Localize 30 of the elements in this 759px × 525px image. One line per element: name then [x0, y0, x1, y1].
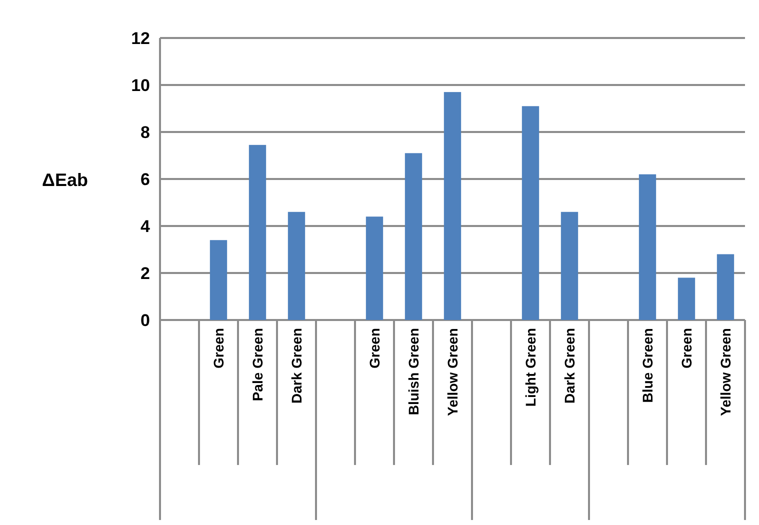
x-tick-label: Dark Green — [288, 328, 304, 404]
x-tick-label: Green — [210, 328, 226, 368]
y-tick-label: 0 — [140, 310, 150, 330]
x-tick-label: Light Green — [522, 328, 538, 407]
y-tick-label: 4 — [140, 216, 151, 236]
x-tick-label: Yellow Green — [444, 328, 460, 416]
bar — [638, 174, 656, 320]
bar — [210, 240, 228, 320]
x-tick-label: Pale Green — [249, 328, 266, 402]
y-tick-label: 8 — [140, 122, 150, 142]
bar — [678, 278, 696, 320]
bar — [366, 216, 384, 320]
x-tick-label: Dark Green — [561, 328, 578, 404]
bar — [716, 254, 734, 320]
bar — [522, 106, 540, 320]
bar — [288, 212, 306, 320]
y-tick-label: 6 — [140, 170, 150, 189]
bar — [404, 153, 422, 320]
x-tick-label: Yellow Green — [717, 328, 734, 416]
y-tick-label: 2 — [140, 264, 150, 283]
bar — [248, 144, 266, 320]
bar — [444, 92, 462, 320]
y-tick-label: 10 — [131, 76, 150, 95]
bar — [560, 212, 578, 320]
y-tick-label: 12 — [131, 28, 150, 48]
y-axis-title: ΔEab — [42, 170, 88, 190]
x-tick-label: Blue Green — [639, 328, 656, 403]
x-tick-label: Green — [366, 328, 382, 368]
x-tick-label: Bluish Green — [405, 328, 422, 416]
x-tick-label: Green — [678, 328, 694, 368]
